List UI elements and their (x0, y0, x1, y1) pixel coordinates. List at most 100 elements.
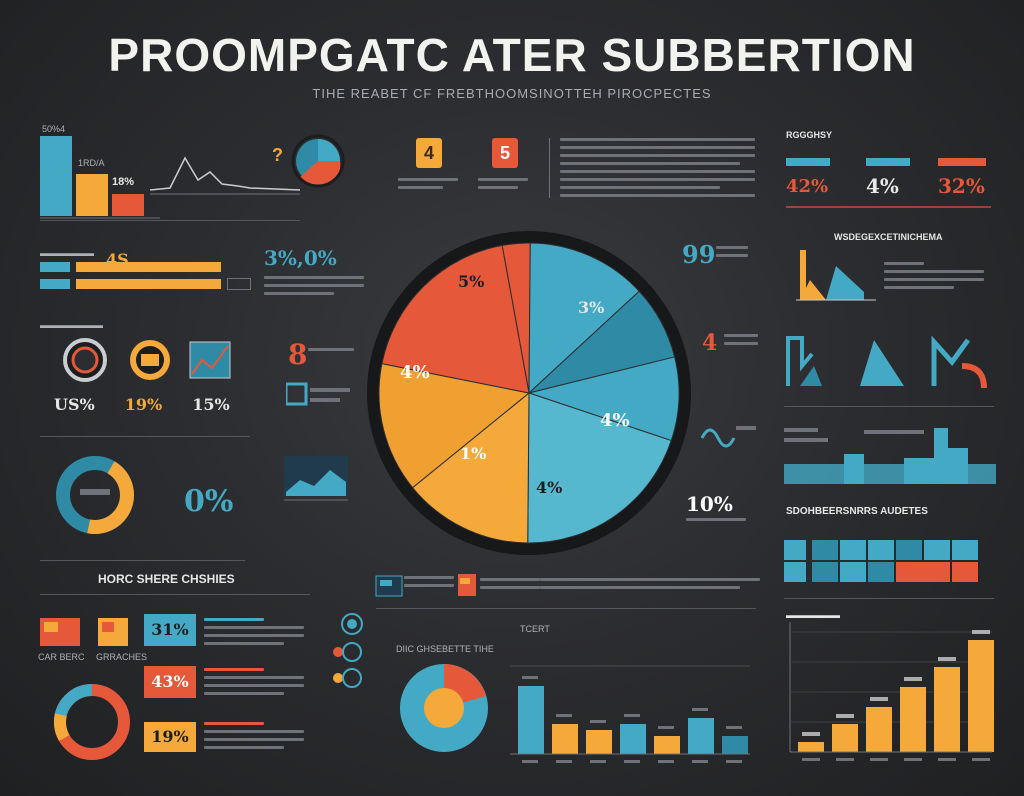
pie-slice-D (527, 356, 680, 442)
text-block (540, 578, 760, 594)
bottom-center-icons (375, 574, 476, 597)
donut-percent: 0% (184, 484, 234, 519)
bar-axis-tick (904, 758, 922, 761)
right-header: RGGGHSY (786, 130, 833, 140)
bar-tick (726, 726, 742, 729)
top-left-value: 50%4 (42, 124, 66, 134)
pie-label-1: 5% (458, 272, 485, 291)
top-left-mid-value: 1RD/A (78, 158, 105, 168)
text-block (204, 668, 304, 700)
top-pie-icon: ? (272, 134, 345, 188)
right-mid-label: WSDEGEXCETINICHEMA (834, 232, 943, 242)
bar-tick (802, 732, 820, 736)
bottom-bar-7 (722, 736, 748, 754)
divider (40, 220, 300, 221)
rising-bar-2 (832, 724, 858, 752)
bottom-left-icons (40, 618, 128, 646)
bottom-bar-3 (586, 730, 612, 754)
top-bar-1 (40, 136, 72, 216)
pie-slice-B (528, 242, 640, 395)
bar-tick (836, 714, 854, 718)
bar-tick (972, 630, 990, 634)
bar-axis-tick (624, 760, 640, 763)
pie-label-4: 4% (600, 410, 630, 431)
right-card-3: 32% (938, 158, 986, 198)
rising-bar-1 (798, 742, 824, 752)
bottom-bar-2 (552, 724, 578, 754)
bottom-card-3: 19% (144, 722, 196, 752)
text-block (264, 276, 364, 300)
mini-pie-label: DIIC GHSEBETTE TIHE (396, 644, 494, 654)
rising-chart-label: ▬▬▬▬▬▬ (786, 610, 840, 620)
bar-axis-tick (972, 758, 990, 761)
pie-slice-F (411, 391, 530, 544)
stat-100: 10% (686, 492, 733, 516)
right-mountain-chart (796, 250, 876, 301)
top-icon-card-2: 5 (478, 138, 548, 194)
bar-tick (556, 714, 572, 717)
bar-tick (624, 714, 640, 717)
text-block (884, 262, 984, 294)
gauge-2-value: 19% (124, 395, 163, 414)
page-title: PROOMPGATC ATER SUBBERTION (108, 29, 916, 81)
text-block (308, 348, 354, 356)
divider (376, 608, 756, 609)
stat-4: 4 (702, 330, 718, 356)
text-block (204, 722, 304, 754)
top-left-small-value: 18% (112, 176, 135, 188)
gauge-icons (63, 338, 231, 382)
bar-tick (590, 720, 606, 723)
top-bar-3 (112, 194, 144, 216)
stat-3670: 3%,0% (264, 246, 337, 270)
bar-tick (904, 677, 922, 681)
text-block (480, 578, 540, 594)
divider (784, 598, 994, 599)
bar-axis-tick (590, 760, 606, 763)
horizontal-bar-panel: ▬▬▬▬▬▬ 4S (40, 248, 290, 290)
top-left-bar-chart (40, 136, 160, 219)
bar-tick (938, 657, 956, 661)
gauge-1-value: US% (54, 395, 95, 414)
right-heat-table (784, 540, 978, 582)
rising-bar-6 (968, 640, 994, 752)
card-2-value: 43% (144, 666, 196, 698)
right-card-1: 42% (786, 158, 830, 197)
rising-bar-5 (934, 667, 960, 752)
divider (786, 206, 991, 208)
divider (40, 594, 310, 595)
rising-bar-chart (789, 622, 994, 761)
mountain-line-chart (150, 156, 300, 195)
pie-slice-H (381, 244, 530, 394)
badge-icon: 5 (492, 138, 518, 168)
bar-axis-tick (870, 758, 888, 761)
svg-text:?: ? (272, 145, 283, 165)
icon-caption-1: CAR BERC (38, 652, 85, 662)
right-card-1-value: 42% (786, 176, 829, 197)
divider (549, 138, 550, 198)
bars-bottom-label: TCERT (520, 624, 550, 634)
rising-bar-4 (900, 687, 926, 752)
left-donut-chart (56, 456, 134, 534)
rising-bar-3 (866, 707, 892, 752)
pie-label-3: 4% (400, 362, 430, 383)
stat-8: 8 (288, 338, 308, 371)
bar-axis-tick (692, 760, 708, 763)
bottom-card-1: 31% (144, 614, 196, 646)
stat-99: 99 (682, 240, 716, 269)
badge-icon: 4 (416, 138, 442, 168)
bottom-bar-chart (510, 665, 750, 763)
bottom-left-donut (53, 684, 130, 760)
page-subtitle: TIHE REABET CF FREBTHOOMSINOTTEH PIROCPE… (312, 86, 712, 101)
gauge-3-value: 15% (192, 395, 230, 414)
right-card-2: 4% (866, 158, 910, 198)
bar-axis-tick (802, 758, 820, 761)
top-bar-2 (76, 174, 108, 216)
bottom-bar-5 (654, 736, 680, 754)
mini-stack-icon (286, 382, 350, 406)
text-block (724, 334, 758, 350)
text-block (560, 138, 755, 202)
pie-label-2: 3% (578, 298, 605, 317)
bar-axis-tick (836, 758, 854, 761)
gauge-panel: ▬▬▬▬▬▬▬ US% 19% 15% (40, 320, 250, 430)
text-block (686, 518, 746, 526)
